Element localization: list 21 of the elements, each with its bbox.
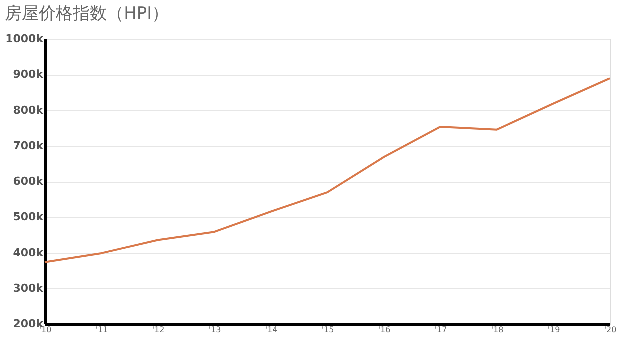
y-tick-label: 1000k bbox=[6, 32, 44, 46]
x-tick-label: '17 bbox=[434, 326, 448, 334]
x-tick-label: '10 bbox=[39, 326, 52, 334]
x-tick-label: '18 bbox=[491, 326, 504, 334]
x-tick-label: '12 bbox=[152, 326, 165, 334]
line-series bbox=[44, 78, 611, 264]
y-tick-label: 900k bbox=[13, 68, 44, 82]
x-tick-label: '15 bbox=[322, 326, 334, 334]
y-tick-label: 700k bbox=[13, 139, 44, 152]
chart-title: 房屋价格指数（HPI） bbox=[5, 4, 170, 24]
y-tick-label: 600k bbox=[13, 175, 44, 188]
y-tick-label: 800k bbox=[13, 104, 44, 117]
x-tick-label: '13 bbox=[208, 326, 222, 334]
x-tick-label: '16 bbox=[378, 326, 391, 334]
y-tick-label: 300k bbox=[13, 282, 44, 295]
y-tick-label: 400k bbox=[13, 246, 44, 260]
x-tick-label: '19 bbox=[548, 326, 560, 334]
x-tick-label: '11 bbox=[96, 326, 108, 334]
x-tick-label: '20 bbox=[604, 326, 617, 334]
x-tick-label: '14 bbox=[265, 326, 278, 334]
y-tick-label: 500k bbox=[13, 210, 44, 224]
